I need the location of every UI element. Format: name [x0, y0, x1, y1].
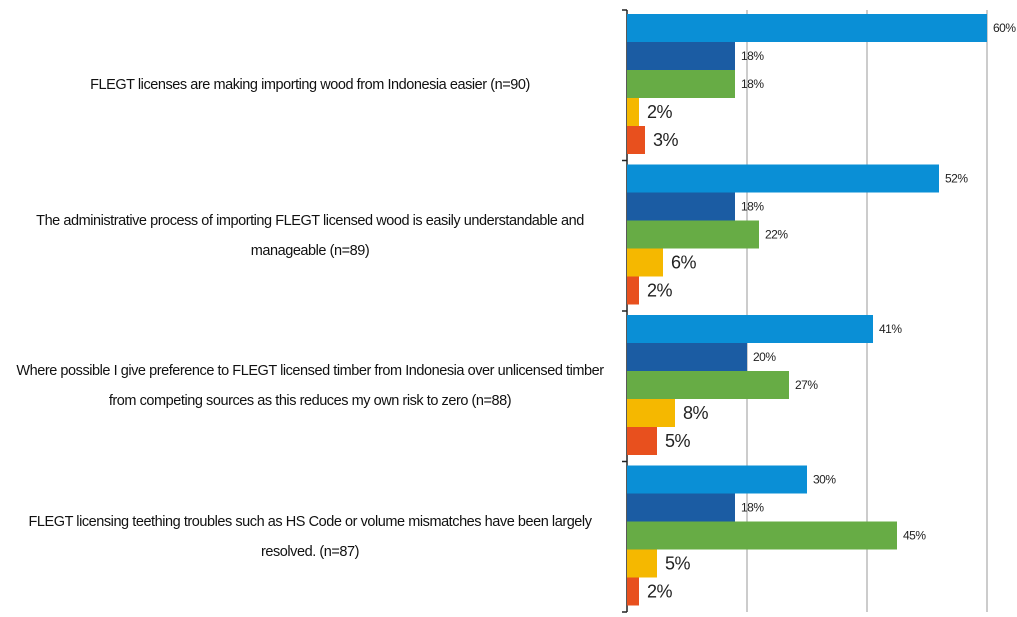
value-label: 6%: [671, 252, 697, 272]
bar: [627, 315, 873, 343]
value-label: 8%: [683, 403, 709, 423]
value-label: 5%: [665, 431, 691, 451]
bar: [627, 371, 789, 399]
value-label: 2%: [647, 280, 673, 300]
value-label: 30%: [813, 473, 836, 487]
bar: [627, 276, 639, 305]
value-label: 18%: [741, 501, 764, 515]
category-label: The administrative process of importing …: [36, 212, 584, 259]
value-label: 3%: [653, 130, 679, 150]
bar: [627, 126, 645, 154]
value-label: 22%: [765, 228, 788, 242]
bar: [627, 164, 939, 193]
bar: [627, 427, 657, 455]
bar: [627, 399, 675, 427]
bar: [627, 549, 657, 578]
bar: [627, 192, 735, 221]
bar: [627, 70, 735, 98]
value-label: 18%: [741, 77, 764, 91]
bar: [627, 577, 639, 606]
bar: [627, 465, 807, 494]
value-label: 52%: [945, 172, 968, 186]
category-label: FLEGT licensing teething troubles such a…: [28, 513, 592, 560]
bar: [627, 220, 759, 249]
value-label: 2%: [647, 581, 673, 601]
value-label: 5%: [665, 553, 691, 573]
value-label: 45%: [903, 529, 926, 543]
value-label: 2%: [647, 102, 673, 122]
bar: [627, 343, 747, 371]
bar: [627, 14, 987, 42]
value-label: 18%: [741, 49, 764, 63]
value-label: 20%: [753, 350, 776, 364]
bar: [627, 493, 735, 522]
value-label: 27%: [795, 378, 818, 392]
bar: [627, 98, 639, 126]
category-label: FLEGT licenses are making importing wood…: [90, 77, 530, 94]
category-label: Where possible I give preference to FLEG…: [16, 363, 604, 410]
value-label: 18%: [741, 200, 764, 214]
bar: [627, 42, 735, 70]
value-label: 41%: [879, 322, 902, 336]
bar: [627, 248, 663, 277]
bar: [627, 521, 897, 550]
value-label: 60%: [993, 21, 1016, 35]
